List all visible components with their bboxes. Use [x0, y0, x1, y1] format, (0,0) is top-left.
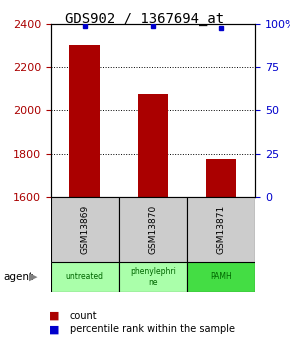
Bar	[70, 45, 100, 197]
Text: GSM13871: GSM13871	[217, 205, 226, 254]
Text: percentile rank within the sample: percentile rank within the sample	[70, 325, 235, 334]
Bar	[206, 159, 236, 197]
Text: GDS902 / 1367694_at: GDS902 / 1367694_at	[66, 12, 224, 26]
Text: GSM13869: GSM13869	[80, 205, 89, 254]
Text: ■: ■	[49, 311, 60, 321]
Text: untreated: untreated	[66, 272, 104, 282]
Bar	[51, 262, 119, 292]
Bar	[119, 197, 187, 262]
Text: phenylephri
ne: phenylephri ne	[130, 267, 176, 287]
Text: ▶: ▶	[29, 272, 38, 282]
Text: count: count	[70, 311, 97, 321]
Bar	[187, 197, 255, 262]
Bar	[187, 262, 255, 292]
Text: GSM13870: GSM13870	[148, 205, 157, 254]
Text: ■: ■	[49, 325, 60, 334]
Bar	[119, 262, 187, 292]
Bar	[138, 94, 168, 197]
Text: PAMH: PAMH	[210, 272, 232, 282]
Bar	[51, 197, 119, 262]
Text: agent: agent	[3, 272, 33, 282]
